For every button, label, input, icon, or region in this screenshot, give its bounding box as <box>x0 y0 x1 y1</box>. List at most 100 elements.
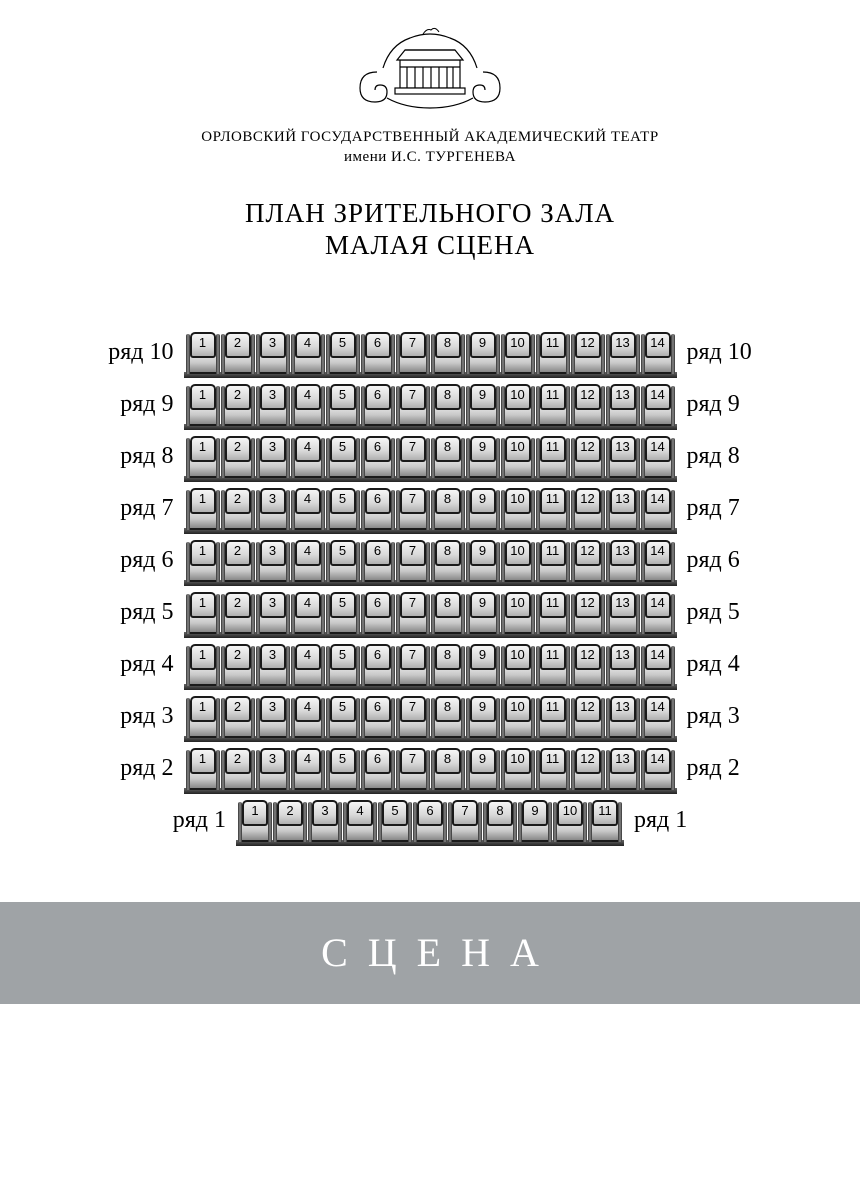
seat[interactable]: 3 <box>256 644 290 686</box>
seat[interactable]: 4 <box>291 332 325 374</box>
seat[interactable]: 6 <box>361 696 395 738</box>
seat[interactable]: 6 <box>361 436 395 478</box>
seat[interactable]: 3 <box>256 384 290 426</box>
seat[interactable]: 7 <box>396 436 430 478</box>
seat[interactable]: 5 <box>326 332 360 374</box>
seat[interactable]: 4 <box>291 384 325 426</box>
seat[interactable]: 1 <box>186 436 220 478</box>
seat[interactable]: 8 <box>431 436 465 478</box>
seat[interactable]: 6 <box>413 800 447 842</box>
seat[interactable]: 13 <box>606 644 640 686</box>
seat[interactable]: 12 <box>571 488 605 530</box>
seat[interactable]: 2 <box>221 748 255 790</box>
seat[interactable]: 7 <box>396 488 430 530</box>
seat[interactable]: 10 <box>501 592 535 634</box>
seat[interactable]: 12 <box>571 436 605 478</box>
seat[interactable]: 6 <box>361 644 395 686</box>
seat[interactable]: 9 <box>466 384 500 426</box>
seat[interactable]: 5 <box>326 696 360 738</box>
seat[interactable]: 7 <box>396 696 430 738</box>
seat[interactable]: 9 <box>466 696 500 738</box>
seat[interactable]: 11 <box>536 644 570 686</box>
seat[interactable]: 11 <box>536 748 570 790</box>
seat[interactable]: 3 <box>308 800 342 842</box>
seat[interactable]: 12 <box>571 540 605 582</box>
seat[interactable]: 4 <box>291 748 325 790</box>
seat[interactable]: 8 <box>483 800 517 842</box>
seat[interactable]: 13 <box>606 488 640 530</box>
seat[interactable]: 5 <box>326 488 360 530</box>
seat[interactable]: 1 <box>238 800 272 842</box>
seat[interactable]: 3 <box>256 696 290 738</box>
seat[interactable]: 1 <box>186 748 220 790</box>
seat[interactable]: 8 <box>431 644 465 686</box>
seat[interactable]: 12 <box>571 384 605 426</box>
seat[interactable]: 2 <box>221 436 255 478</box>
seat[interactable]: 10 <box>501 488 535 530</box>
seat[interactable]: 5 <box>326 748 360 790</box>
seat[interactable]: 12 <box>571 592 605 634</box>
seat[interactable]: 11 <box>536 488 570 530</box>
seat[interactable]: 12 <box>571 696 605 738</box>
seat[interactable]: 10 <box>501 332 535 374</box>
seat[interactable]: 9 <box>518 800 552 842</box>
seat[interactable]: 13 <box>606 540 640 582</box>
seat[interactable]: 14 <box>641 644 675 686</box>
seat[interactable]: 7 <box>396 748 430 790</box>
seat[interactable]: 2 <box>221 644 255 686</box>
seat[interactable]: 5 <box>378 800 412 842</box>
seat[interactable]: 11 <box>536 436 570 478</box>
seat[interactable]: 11 <box>536 384 570 426</box>
seat[interactable]: 2 <box>221 488 255 530</box>
seat[interactable]: 14 <box>641 696 675 738</box>
seat[interactable]: 9 <box>466 592 500 634</box>
seat[interactable]: 13 <box>606 436 640 478</box>
seat[interactable]: 6 <box>361 540 395 582</box>
seat[interactable]: 14 <box>641 748 675 790</box>
seat[interactable]: 13 <box>606 384 640 426</box>
seat[interactable]: 1 <box>186 696 220 738</box>
seat[interactable]: 8 <box>431 540 465 582</box>
seat[interactable]: 14 <box>641 592 675 634</box>
seat[interactable]: 4 <box>291 436 325 478</box>
seat[interactable]: 3 <box>256 592 290 634</box>
seat[interactable]: 8 <box>431 748 465 790</box>
seat[interactable]: 6 <box>361 384 395 426</box>
seat[interactable]: 7 <box>396 540 430 582</box>
seat[interactable]: 7 <box>396 592 430 634</box>
seat[interactable]: 8 <box>431 384 465 426</box>
seat[interactable]: 4 <box>291 696 325 738</box>
seat[interactable]: 5 <box>326 644 360 686</box>
seat[interactable]: 4 <box>291 488 325 530</box>
seat[interactable]: 2 <box>221 592 255 634</box>
seat[interactable]: 13 <box>606 748 640 790</box>
seat[interactable]: 1 <box>186 540 220 582</box>
seat[interactable]: 11 <box>588 800 622 842</box>
seat[interactable]: 12 <box>571 748 605 790</box>
seat[interactable]: 6 <box>361 748 395 790</box>
seat[interactable]: 5 <box>326 436 360 478</box>
seat[interactable]: 11 <box>536 332 570 374</box>
seat[interactable]: 2 <box>221 384 255 426</box>
seat[interactable]: 6 <box>361 592 395 634</box>
seat[interactable]: 2 <box>221 332 255 374</box>
seat[interactable]: 14 <box>641 332 675 374</box>
seat[interactable]: 10 <box>501 748 535 790</box>
seat[interactable]: 6 <box>361 488 395 530</box>
seat[interactable]: 9 <box>466 488 500 530</box>
seat[interactable]: 1 <box>186 384 220 426</box>
seat[interactable]: 5 <box>326 592 360 634</box>
seat[interactable]: 10 <box>553 800 587 842</box>
seat[interactable]: 13 <box>606 592 640 634</box>
seat[interactable]: 11 <box>536 540 570 582</box>
seat[interactable]: 3 <box>256 488 290 530</box>
seat[interactable]: 12 <box>571 332 605 374</box>
seat[interactable]: 9 <box>466 644 500 686</box>
seat[interactable]: 2 <box>221 696 255 738</box>
seat[interactable]: 4 <box>291 540 325 582</box>
seat[interactable]: 10 <box>501 540 535 582</box>
seat[interactable]: 8 <box>431 592 465 634</box>
seat[interactable]: 12 <box>571 644 605 686</box>
seat[interactable]: 1 <box>186 488 220 530</box>
seat[interactable]: 2 <box>221 540 255 582</box>
